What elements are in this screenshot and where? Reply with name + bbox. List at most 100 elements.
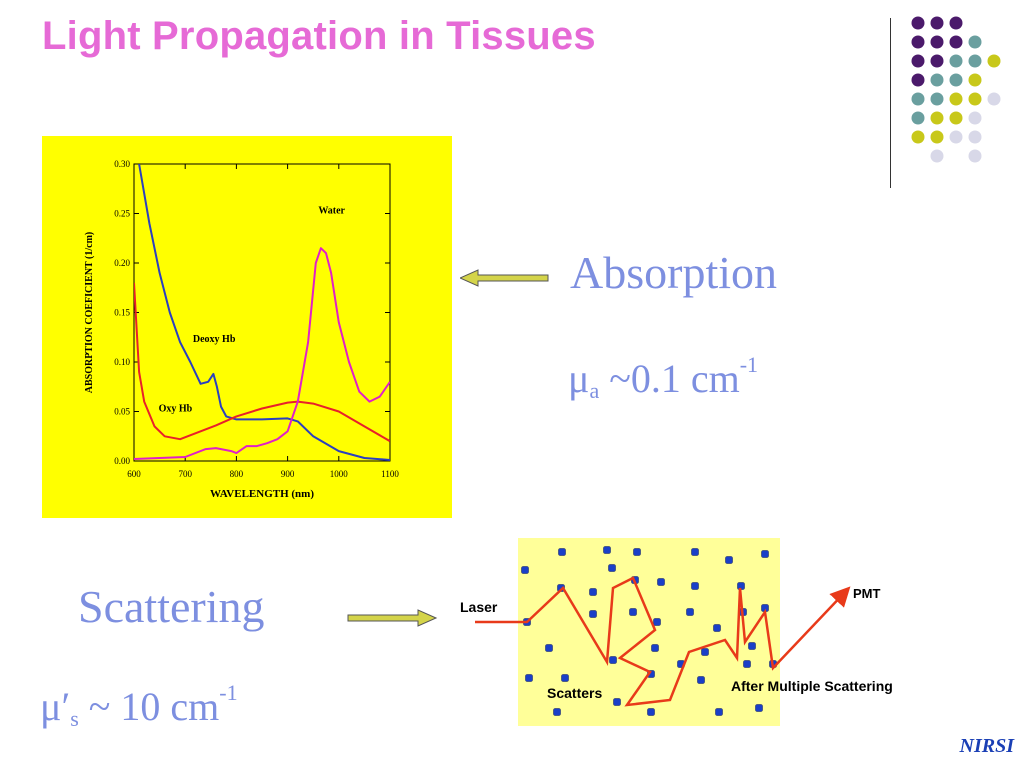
scatterer-dot xyxy=(561,674,569,682)
decorative-dot xyxy=(930,130,944,144)
decorative-dot xyxy=(968,54,982,68)
scatterer-dot xyxy=(686,608,694,616)
absorption-chart-svg: 0.00 0.05 0.10 0.15 0.20 0.25 0.30 600 700 800 900… xyxy=(84,159,399,500)
scatterer-dot xyxy=(525,674,533,682)
decorative-dot xyxy=(949,111,963,125)
decorative-dot xyxy=(911,111,925,125)
annotation-deoxy-hb: Deoxy Hb xyxy=(193,334,236,345)
decorative-dot xyxy=(930,54,944,68)
scatterer-dot xyxy=(647,708,655,716)
scattering-value: ~ 10 cm xyxy=(78,684,220,729)
decorative-dot xyxy=(911,130,925,144)
decorative-dot xyxy=(968,92,982,106)
y-tick-label: 0.30 xyxy=(114,159,130,169)
photon-path xyxy=(475,576,851,707)
y-tick-label: 0.25 xyxy=(114,209,130,219)
plot-area xyxy=(133,163,391,462)
scatterer-dot xyxy=(713,624,721,632)
footer-logo-text: NIRSI xyxy=(959,735,1014,757)
scatterer-dot xyxy=(697,676,705,684)
absorption-chart: 0.00 0.05 0.10 0.15 0.20 0.25 0.30 600 700 800 900… xyxy=(42,136,452,518)
scatterer-dot xyxy=(613,698,621,706)
scatterer-dot xyxy=(589,610,597,618)
x-axis-label: WAVELENGTH (nm) xyxy=(210,488,314,500)
decorative-dot xyxy=(968,111,982,125)
scatterer-dot xyxy=(521,566,529,574)
scatters-label: Scatters xyxy=(547,685,602,701)
scatterer-dot xyxy=(755,704,763,712)
scatterer-dot xyxy=(629,608,637,616)
scatterer-dot xyxy=(653,618,661,626)
decorative-dot xyxy=(949,92,963,106)
decorative-dot xyxy=(949,54,963,68)
slide-title: Light Propagation in Tissues xyxy=(42,14,596,58)
prime-symbol: ′ xyxy=(61,684,71,729)
decorative-dot xyxy=(911,92,925,106)
left-arrow-icon xyxy=(460,269,549,287)
decorative-dot xyxy=(949,16,963,30)
scattering-exponent: -1 xyxy=(219,680,238,705)
decorative-dot xyxy=(930,111,944,125)
scatterer-dot xyxy=(633,548,641,556)
scatterer-dot xyxy=(715,708,723,716)
decorative-dot xyxy=(930,35,944,49)
decorative-dot xyxy=(949,73,963,87)
scattering-coefficient: μ′s ~ 10 cm-1 xyxy=(40,680,238,732)
y-tick-label: 0.05 xyxy=(114,407,130,417)
decorative-dot xyxy=(930,16,944,30)
x-tick-label: 1000 xyxy=(330,469,349,479)
absorption-label: Absorption xyxy=(570,247,777,298)
decorative-dot xyxy=(930,73,944,87)
decorative-dot xyxy=(911,35,925,49)
scatterer-dot xyxy=(725,556,733,564)
decorative-dot xyxy=(987,54,1001,68)
y-tick-label: 0.00 xyxy=(114,456,130,466)
decorative-dot xyxy=(968,73,982,87)
scattering-diagram: Laser PMT Scatters After Multiple Scatte… xyxy=(460,546,893,716)
scatterer-dot xyxy=(748,642,756,650)
absorption-exponent: -1 xyxy=(739,352,759,377)
decorative-dot xyxy=(968,35,982,49)
x-tick-label: 900 xyxy=(281,469,295,479)
decorative-dot xyxy=(911,54,925,68)
scatterer-dot xyxy=(603,546,611,554)
divider-line xyxy=(890,18,891,188)
decorative-dot xyxy=(968,149,982,163)
decorative-dot xyxy=(930,92,944,106)
y-tick-label: 0.10 xyxy=(114,357,130,367)
y-tick-label: 0.15 xyxy=(114,308,130,318)
decorative-dot xyxy=(911,16,925,30)
mu-symbol: μ xyxy=(40,684,62,729)
scatterer-dot xyxy=(761,550,769,558)
decorative-dot xyxy=(911,73,925,87)
right-arrow-icon xyxy=(347,609,438,627)
decorative-dot xyxy=(949,35,963,49)
scatterer-dot xyxy=(691,582,699,590)
x-tick-label: 1100 xyxy=(381,469,399,479)
series-line-oxy-hb xyxy=(134,282,390,443)
decorative-dot xyxy=(949,130,963,144)
scatterer-dot xyxy=(545,644,553,652)
scatterer-dot xyxy=(743,660,751,668)
scatterer-dot xyxy=(701,648,709,656)
scatterer-dot xyxy=(589,588,597,596)
mu-symbol: μ xyxy=(568,356,590,401)
scatterer-dot xyxy=(657,578,665,586)
annotation-water: Water xyxy=(318,206,345,217)
scatterer-dot xyxy=(691,548,699,556)
mu-subscript: s xyxy=(70,706,79,731)
absorption-coefficient: μa ~0.1 cm-1 xyxy=(568,352,758,404)
x-tick-label: 800 xyxy=(230,469,244,479)
y-tick-label: 0.20 xyxy=(114,258,130,268)
series-line-water xyxy=(134,247,390,460)
y-axis-label: ABSORPTION COEFICIENT (1/cm) xyxy=(84,232,95,394)
mu-subscript: a xyxy=(589,378,600,403)
annotation-oxy-hb: Oxy Hb xyxy=(159,404,193,415)
x-tick-label: 700 xyxy=(178,469,192,479)
series-line-deoxy-hb xyxy=(138,164,390,461)
scattering-medium xyxy=(518,538,780,726)
scatterer-dot xyxy=(558,548,566,556)
decorative-dot-grid xyxy=(911,16,1001,163)
scatterer-dot xyxy=(553,708,561,716)
pmt-label: PMT xyxy=(853,586,881,601)
